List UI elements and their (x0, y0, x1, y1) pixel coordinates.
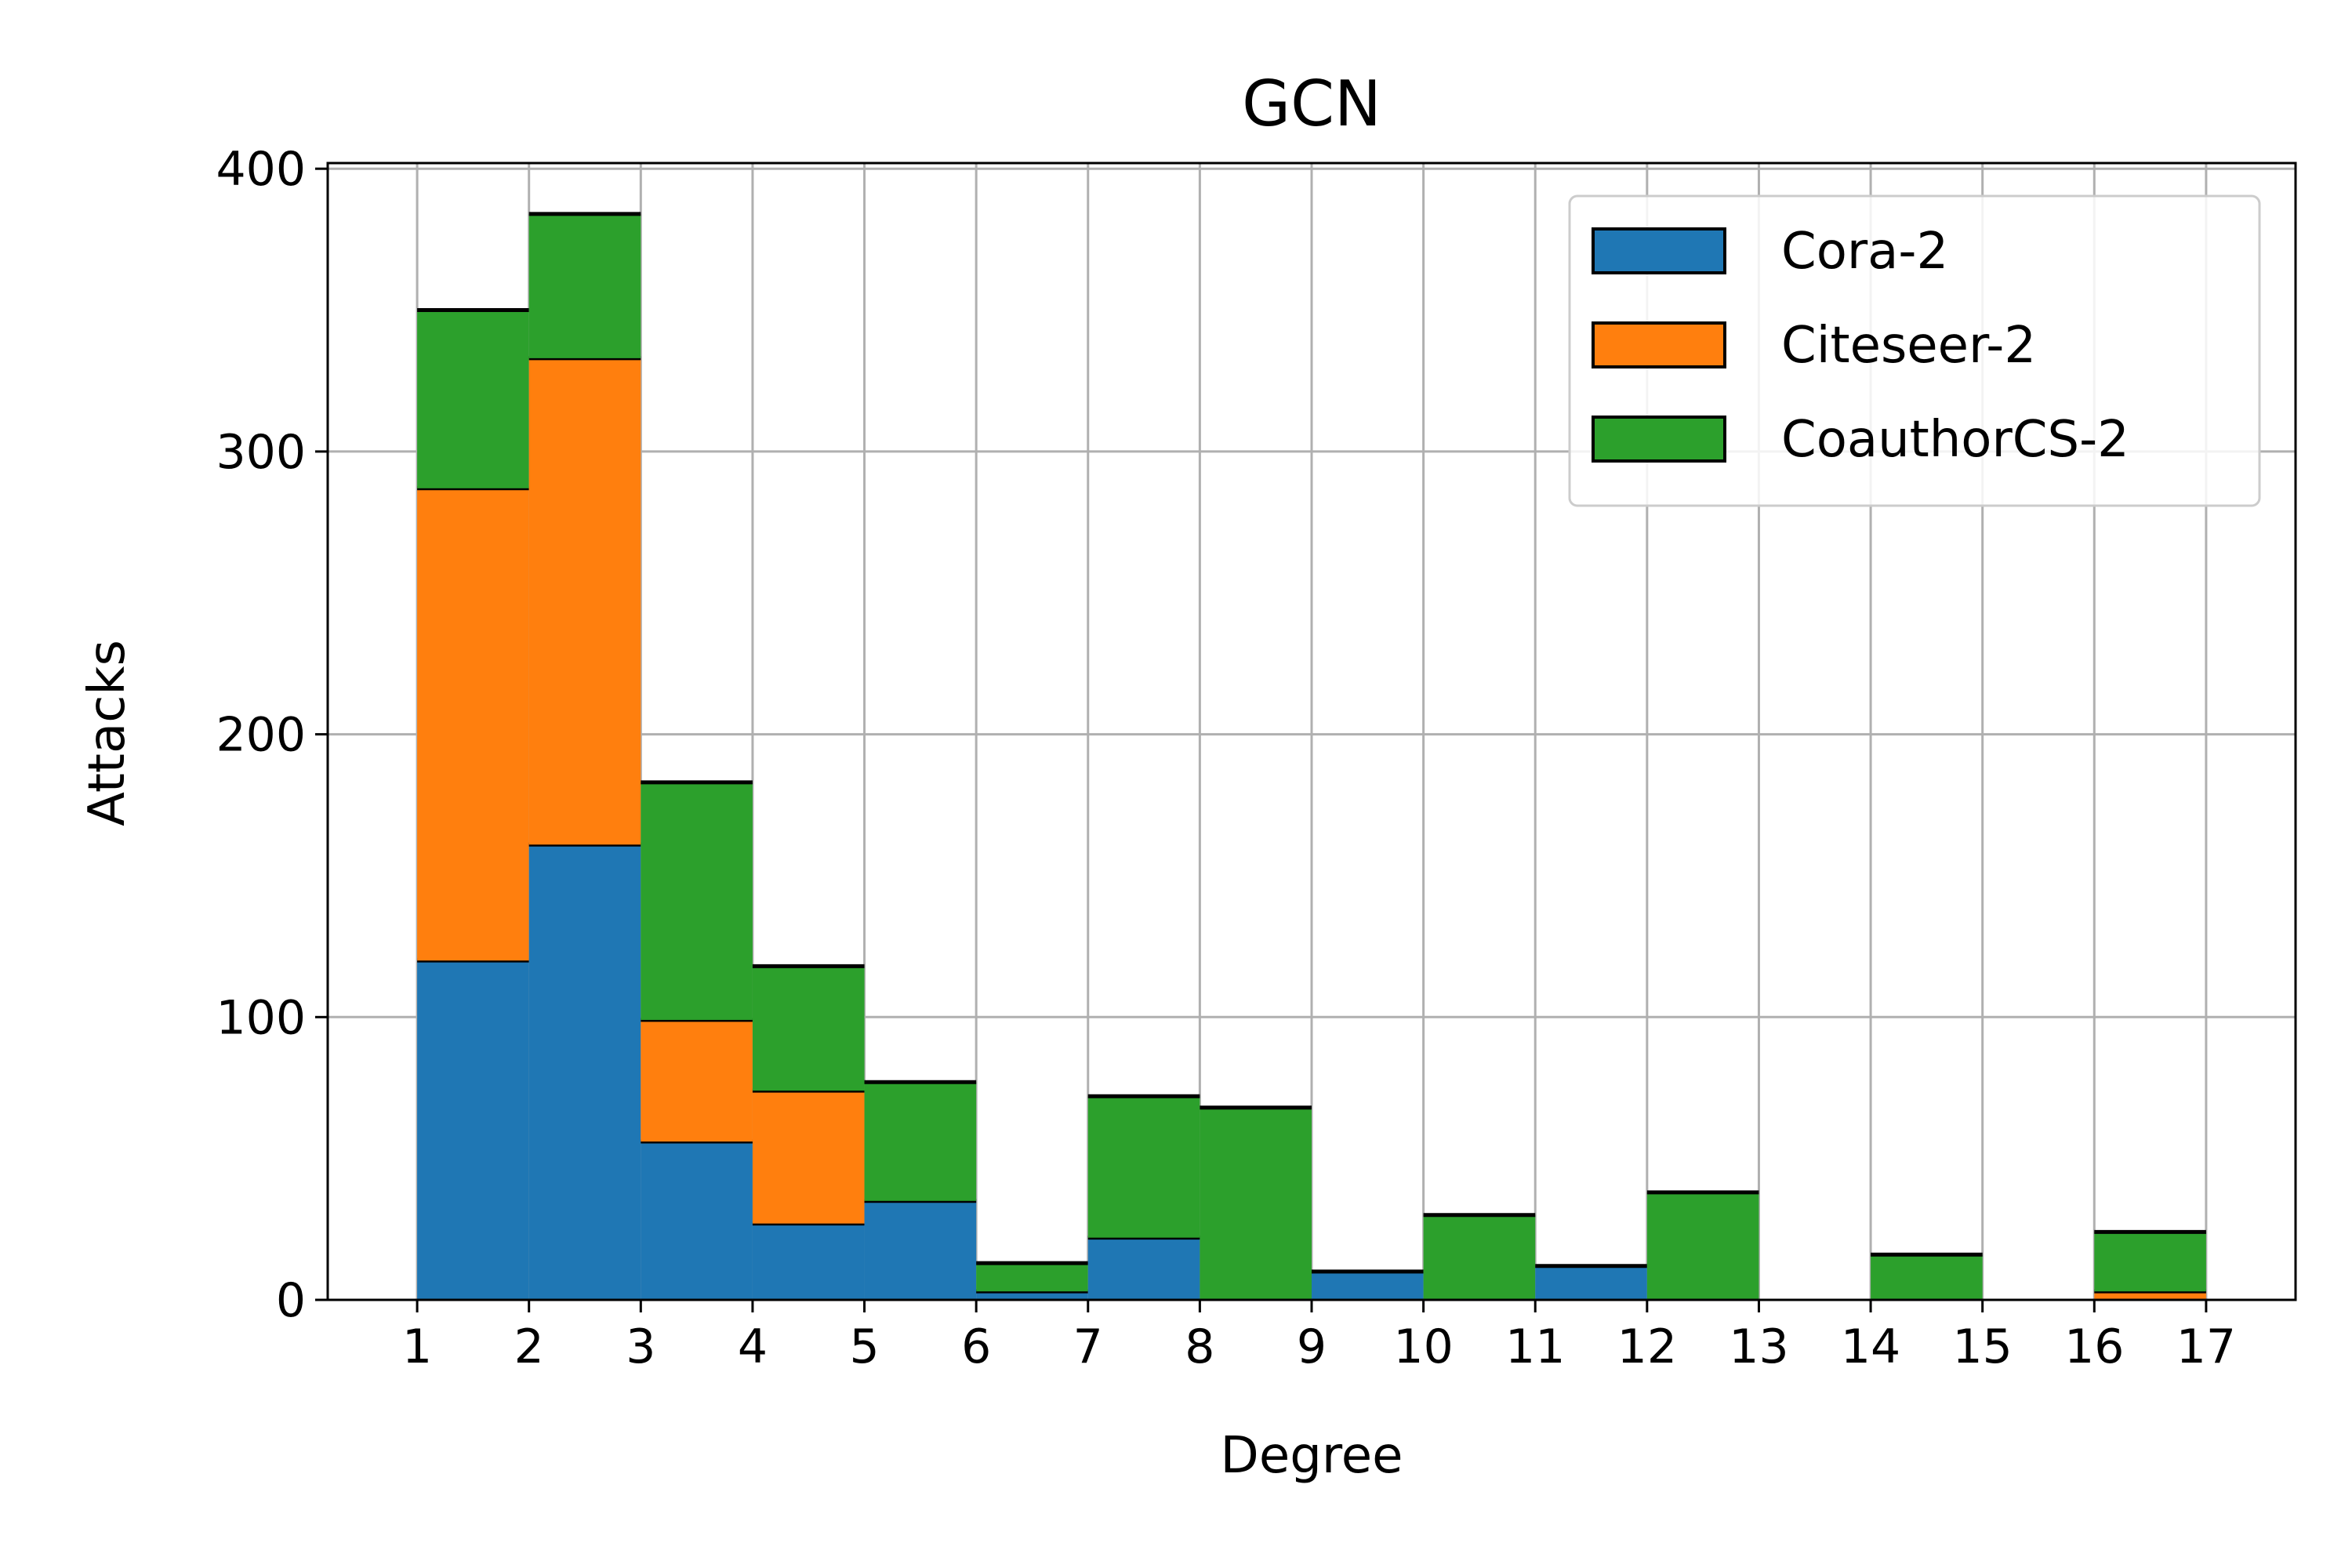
y-axis-label: Attacks (78, 640, 136, 826)
bar-segment (2094, 1291, 2206, 1300)
x-tick-label: 15 (1953, 1319, 2013, 1374)
x-tick-label: 2 (514, 1319, 544, 1374)
y-tick-label: 100 (216, 990, 306, 1045)
y-axis-ticks: 0 100 200 300 400 (216, 142, 328, 1328)
x-tick-label: 8 (1185, 1319, 1214, 1374)
bar-segment (1200, 1107, 1312, 1300)
bar-segment (1871, 1254, 1983, 1300)
bar-segment (864, 1082, 977, 1201)
bar-segment (1646, 1192, 1759, 1300)
bar-segment (976, 1291, 1088, 1300)
x-tick-label: 5 (849, 1319, 879, 1374)
bar-segment (641, 782, 753, 1020)
legend-frame (1568, 194, 2261, 507)
x-tick-label: 3 (626, 1319, 655, 1374)
chart-title: GCN (1242, 67, 1381, 140)
legend-label: Citeseer-2 (1781, 317, 2036, 375)
bar-segment (1535, 1265, 1647, 1300)
bar-segment (528, 358, 641, 845)
x-tick-label: 13 (1729, 1319, 1788, 1374)
x-tick-label: 10 (1393, 1319, 1453, 1374)
legend: Cora-2 Citeseer-2 CoauthorCS-2 (1568, 194, 2261, 507)
bar-segment (528, 213, 641, 358)
bar-segment (417, 960, 529, 1300)
x-tick-label: 11 (1505, 1319, 1565, 1374)
y-tick-label: 300 (216, 425, 306, 480)
x-tick-label: 4 (738, 1319, 768, 1374)
x-tick-label: 6 (961, 1319, 991, 1374)
bar-segment (417, 488, 529, 961)
bar-segment (417, 310, 529, 488)
legend-swatch (1592, 416, 1726, 463)
bar-segment (641, 1019, 753, 1142)
bar-segment (528, 844, 641, 1300)
y-tick-label: 0 (276, 1273, 306, 1328)
bar-segment (1087, 1237, 1200, 1300)
x-axis-label: Degree (1221, 1427, 1403, 1485)
legend-label: Cora-2 (1781, 223, 1948, 281)
x-axis-ticks: 1 2 3 4 5 6 7 8 9 10 11 12 13 14 15 16 17 (402, 1300, 2236, 1374)
bar-segment (1423, 1214, 1536, 1300)
legend-label: CoauthorCS-2 (1781, 411, 2129, 469)
bar-segment (752, 966, 865, 1091)
bar-segment (1087, 1096, 1200, 1238)
bars (417, 212, 2206, 1300)
x-tick-label: 16 (2064, 1319, 2124, 1374)
bar-segment (752, 1223, 865, 1300)
x-tick-label: 14 (1841, 1319, 1900, 1374)
x-tick-label: 7 (1073, 1319, 1103, 1374)
bar-segment (641, 1142, 753, 1300)
y-tick-label: 400 (216, 142, 306, 197)
legend-swatch (1592, 227, 1726, 274)
bar-segment (976, 1263, 1088, 1292)
x-tick-label: 1 (402, 1319, 432, 1374)
legend-swatch (1592, 321, 1726, 368)
x-tick-label: 12 (1617, 1319, 1677, 1374)
y-tick-label: 200 (216, 708, 306, 763)
bar-segment (864, 1200, 977, 1300)
x-tick-label: 9 (1297, 1319, 1327, 1374)
bar-segment (2094, 1232, 2206, 1292)
bar-segment (752, 1091, 865, 1224)
bar-segment (1312, 1271, 1424, 1300)
x-tick-label: 17 (2176, 1319, 2236, 1374)
